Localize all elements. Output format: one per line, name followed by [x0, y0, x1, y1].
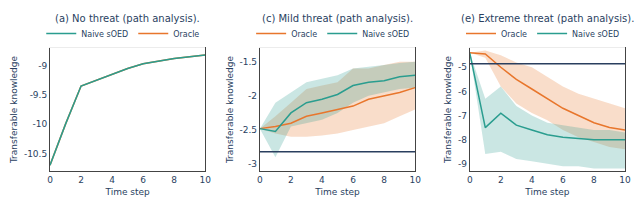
svg-text:Oracle: Oracle — [173, 30, 199, 39]
svg-text:Time step: Time step — [314, 187, 360, 197]
svg-text:-10: -10 — [32, 119, 47, 129]
svg-text:8: 8 — [591, 175, 597, 185]
svg-text:Transferable knowledge: Transferable knowledge — [225, 55, 235, 164]
svg-text:6: 6 — [350, 175, 356, 185]
svg-text:10: 10 — [200, 175, 212, 185]
svg-text:-8: -8 — [458, 135, 467, 145]
svg-text:10: 10 — [619, 175, 631, 185]
svg-text:Naive sOED: Naive sOED — [572, 30, 619, 39]
svg-text:2: 2 — [78, 175, 84, 185]
svg-text:8: 8 — [171, 175, 177, 185]
svg-text:-7: -7 — [458, 111, 467, 121]
svg-text:4: 4 — [529, 175, 535, 185]
svg-text:Transferable knowledge: Transferable knowledge — [443, 55, 453, 164]
svg-text:-9: -9 — [458, 159, 467, 169]
svg-text:-5: -5 — [458, 62, 467, 72]
svg-text:4: 4 — [109, 175, 115, 185]
svg-text:Naive sOED: Naive sOED — [362, 30, 409, 39]
svg-text:-9.5: -9.5 — [30, 90, 48, 100]
svg-text:Oracle: Oracle — [291, 30, 317, 39]
svg-text:(c) Mild threat (path analysis: (c) Mild threat (path analysis). — [262, 13, 413, 24]
svg-text:Oracle: Oracle — [501, 30, 527, 39]
svg-text:Naive sOED: Naive sOED — [81, 30, 128, 39]
svg-text:-6: -6 — [458, 87, 467, 97]
svg-text:-10.5: -10.5 — [24, 149, 47, 159]
svg-text:8: 8 — [381, 175, 387, 185]
svg-text:10: 10 — [409, 175, 421, 185]
svg-text:-9: -9 — [38, 61, 47, 71]
svg-text:2: 2 — [288, 175, 294, 185]
svg-text:4: 4 — [319, 175, 325, 185]
svg-text:-2: -2 — [248, 91, 257, 101]
svg-text:6: 6 — [140, 175, 146, 185]
svg-text:-3: -3 — [248, 159, 257, 169]
svg-text:Transferable knowledge: Transferable knowledge — [9, 55, 19, 164]
svg-text:0: 0 — [47, 175, 53, 185]
svg-text:Time step: Time step — [524, 187, 570, 197]
svg-text:-1.5: -1.5 — [240, 57, 258, 67]
svg-text:Time step: Time step — [104, 187, 150, 197]
svg-text:(e) Extreme threat (path analy: (e) Extreme threat (path analysis). — [461, 13, 634, 24]
svg-text:0: 0 — [467, 175, 473, 185]
svg-text:-2.5: -2.5 — [240, 125, 258, 135]
svg-text:(a) No threat (path analysis).: (a) No threat (path analysis). — [55, 13, 200, 24]
svg-text:6: 6 — [560, 175, 566, 185]
svg-text:2: 2 — [498, 175, 504, 185]
svg-text:0: 0 — [257, 175, 263, 185]
